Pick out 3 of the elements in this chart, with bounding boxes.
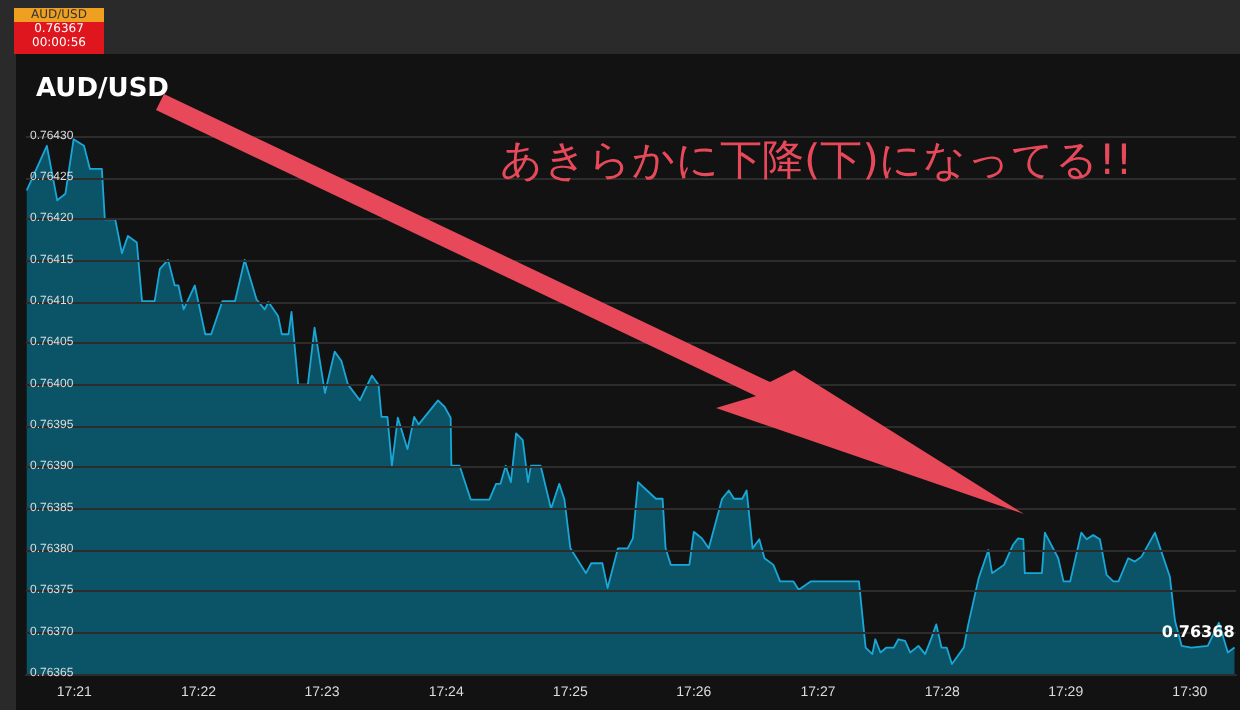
annotation: あきらかに下降(下)になってる!! (500, 134, 1133, 188)
text: AUD/USD (36, 74, 170, 104)
annotation: 0.76368 (1161, 622, 1236, 641)
